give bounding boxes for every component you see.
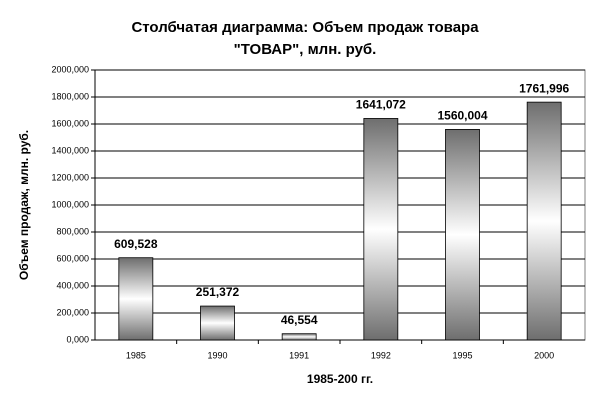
y-tick-label: 2000,000: [51, 64, 89, 74]
y-tick-label: 600,000: [56, 253, 89, 263]
value-label: 251,372: [196, 285, 240, 299]
chart-title: Столбчатая диаграмма: Объем продаж товар…: [131, 19, 479, 36]
y-tick-label: 400,000: [56, 280, 89, 290]
y-tick-label: 0,000: [66, 334, 89, 344]
x-tick-label: 1995: [452, 350, 472, 360]
y-tick-label: 1200,000: [51, 172, 89, 182]
x-tick-label: 1992: [371, 350, 391, 360]
value-label: 1761,996: [519, 81, 569, 95]
y-tick-label: 1600,000: [51, 118, 89, 128]
value-label: 46,554: [281, 313, 318, 327]
x-axis-title: 1985-200 гг.: [307, 372, 373, 386]
x-tick-label: 1985: [126, 350, 146, 360]
value-label: 1560,004: [437, 109, 487, 123]
bar: [118, 257, 154, 341]
y-axis-title: Объем продаж, млн. руб.: [17, 130, 31, 280]
bar: [200, 305, 235, 341]
y-tick-label: 200,000: [56, 307, 89, 317]
bar: [281, 333, 317, 341]
y-tick-label: 1800,000: [51, 91, 89, 101]
chart-title: "ТОВАР", млн. руб.: [234, 41, 377, 58]
y-tick-label: 1400,000: [51, 145, 89, 155]
value-label: 609,528: [114, 237, 158, 251]
bar: [363, 118, 399, 341]
y-tick-label: 1000,000: [51, 199, 89, 209]
x-tick-label: 2000: [534, 350, 554, 360]
x-tick-label: 1991: [289, 350, 309, 360]
value-label: 1641,072: [356, 98, 406, 112]
bar: [445, 128, 480, 341]
x-tick-label: 1990: [207, 350, 227, 360]
y-tick-label: 800,000: [56, 226, 89, 236]
bar: [526, 101, 562, 341]
